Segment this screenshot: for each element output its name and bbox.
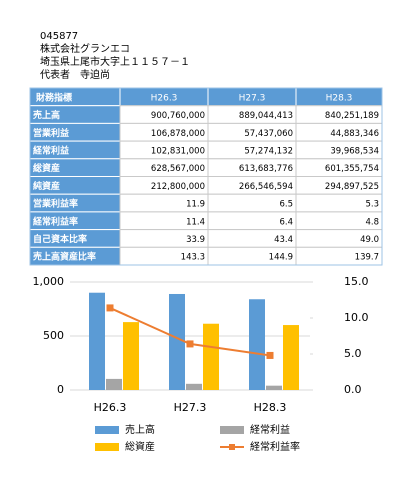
table-value: 840,251,189 (325, 111, 379, 121)
table-value: 144.9 (269, 253, 293, 263)
table-value: 6.4 (279, 217, 293, 227)
table-value: 106,878,000 (151, 129, 205, 139)
table-value: 11.4 (186, 217, 205, 227)
table-value: 266,546,594 (239, 182, 293, 192)
y2-tick-label: 0.0 (344, 383, 362, 396)
table-value: 601,355,754 (325, 164, 379, 174)
table-value: 57,437,060 (244, 129, 293, 139)
table-value: 5.3 (365, 200, 379, 210)
row-label: 売上高 (33, 109, 60, 121)
table-value: 11.9 (186, 200, 205, 210)
table-value: 33.9 (186, 235, 205, 245)
table-value: 889,044,413 (239, 111, 293, 121)
legend-label: 経常利益率 (250, 440, 300, 453)
legend-swatch (229, 444, 235, 450)
table-value: 900,760,000 (151, 111, 205, 121)
table-header: H26.3 (151, 93, 178, 103)
legend-label: 経常利益 (250, 423, 290, 436)
bar (169, 293, 185, 390)
header-line: 株式会社グランエコ (40, 42, 130, 55)
x-tick-label: H27.3 (174, 401, 207, 414)
table-value: 43.4 (274, 235, 293, 245)
table-value: 628,567,000 (151, 164, 205, 174)
table-value: 613,683,776 (239, 164, 293, 174)
table-value: 4.8 (365, 217, 379, 227)
y2-tick-label: 5.0 (344, 347, 362, 360)
bar (283, 325, 299, 390)
legend-label: 総資産 (125, 440, 155, 453)
table-value: 212,800,000 (151, 182, 205, 192)
table-header: H27.3 (239, 93, 266, 103)
legend-swatch (95, 426, 119, 434)
table-header: H28.3 (326, 93, 353, 103)
table-value: 139.7 (355, 253, 379, 263)
table-value: 57,274,132 (244, 146, 293, 156)
row-label: 純資産 (33, 180, 60, 192)
row-label: 経常利益率 (33, 215, 78, 227)
bar (186, 383, 202, 390)
marker (106, 304, 114, 312)
table-border (29, 87, 383, 266)
legend-swatch (95, 443, 119, 451)
header-line: 埼玉県上尾市大字上１１５７－１ (40, 55, 190, 68)
bar (123, 322, 139, 390)
bar (106, 378, 122, 390)
row-label: 経常利益 (33, 144, 69, 156)
table-value: 102,831,000 (151, 146, 205, 156)
row-label: 営業利益率 (33, 198, 78, 210)
table-value: 6.5 (279, 200, 293, 210)
table-value: 143.3 (181, 253, 205, 263)
y-tick-label: 500 (43, 329, 64, 342)
bar (266, 385, 282, 390)
legend-label: 売上高 (125, 423, 155, 436)
table-value: 39,968,534 (330, 146, 379, 156)
row-label: 総資産 (33, 162, 60, 174)
table-value: 44,883,346 (330, 129, 379, 139)
x-tick-label: H26.3 (94, 401, 127, 414)
marker (266, 351, 274, 359)
y-tick-label: 0 (57, 383, 64, 396)
header-line: 045877 (40, 31, 78, 42)
row-label: 自己資本比率 (33, 233, 87, 245)
bar (89, 292, 105, 390)
table-header: 財務指標 (35, 91, 72, 103)
legend-swatch (220, 426, 244, 434)
bar (203, 323, 219, 390)
header-line: 代表者 寺迫尚 (40, 68, 110, 81)
table-value: 294,897,525 (325, 182, 379, 192)
marker (186, 340, 194, 348)
y2-tick-label: 15.0 (344, 275, 369, 288)
row-label: 営業利益 (33, 127, 69, 139)
table-value: 49.0 (360, 235, 379, 245)
y2-tick-label: 10.0 (344, 311, 369, 324)
x-tick-label: H28.3 (254, 401, 287, 414)
row-label: 売上高資産比率 (33, 251, 96, 263)
bar (249, 299, 265, 390)
y-tick-label: 1,000 (33, 275, 65, 288)
